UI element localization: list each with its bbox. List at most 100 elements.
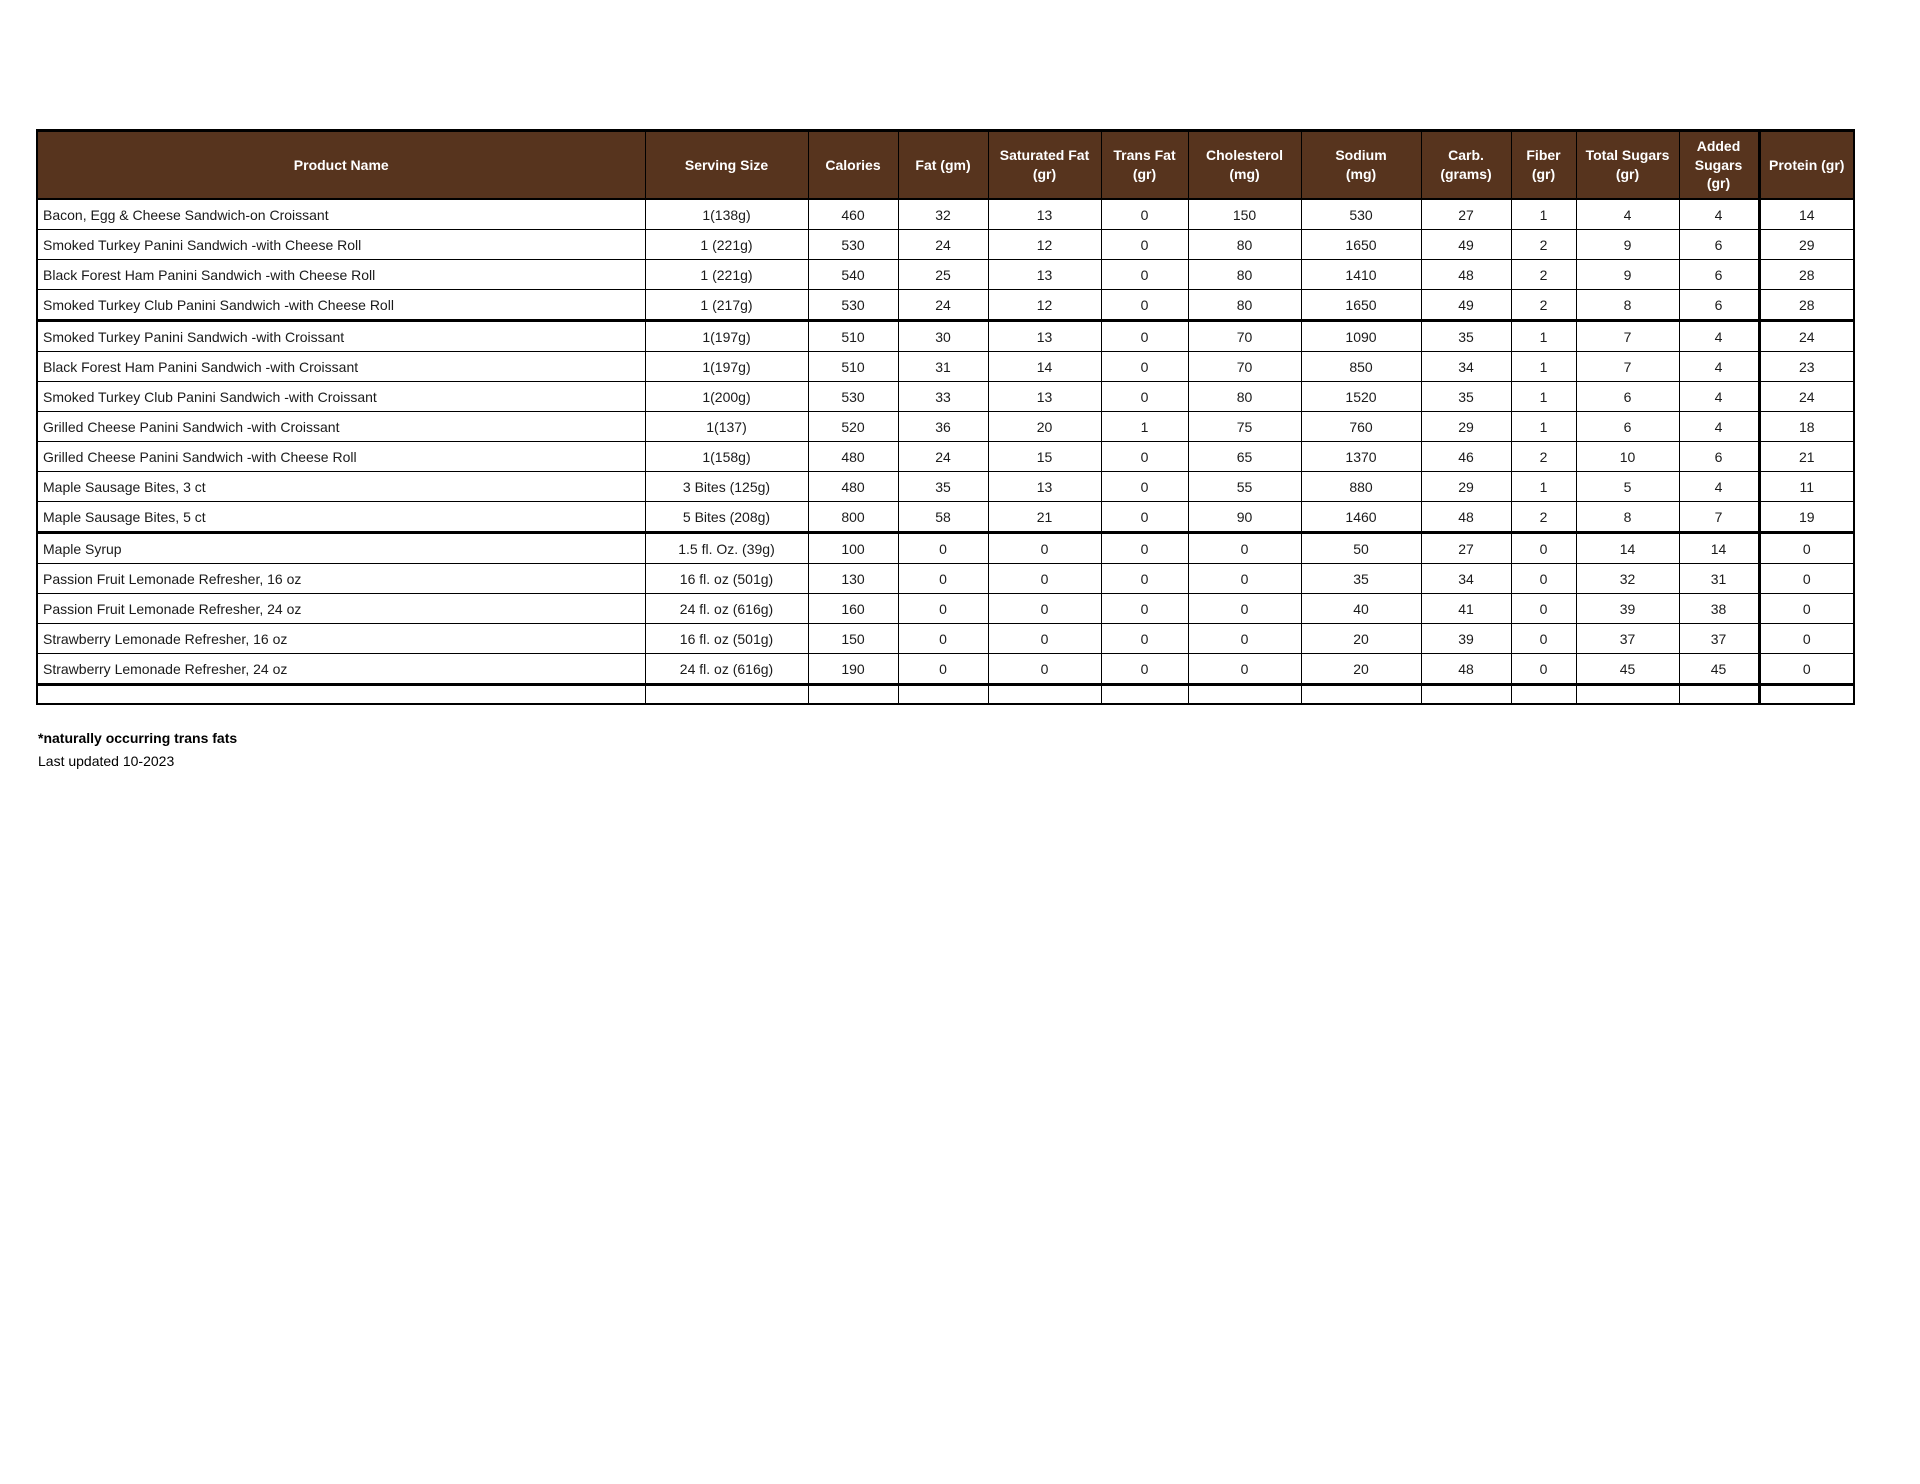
- value-cell: 530: [807, 289, 899, 322]
- value-cell: 4: [1575, 198, 1680, 230]
- value-cell: 28: [1757, 259, 1855, 290]
- value-cell: 34: [1420, 563, 1512, 594]
- value-cell: [1100, 684, 1189, 705]
- table-row: Maple Sausage Bites, 3 ct 3 Bites (125g) 4…: [36, 471, 1855, 502]
- value-cell: 7: [1575, 320, 1680, 352]
- value-cell: 32: [1575, 563, 1680, 594]
- value-cell: 0: [1100, 259, 1189, 290]
- trans-fat-note: *naturally occurring trans fats: [38, 730, 238, 746]
- table-body: Bacon, Egg & Cheese Sandwich-on Croissan…: [36, 198, 1855, 705]
- value-cell: 16 fl. oz (501g): [644, 623, 809, 654]
- value-cell: 48: [1420, 501, 1512, 534]
- value-cell: 1 (221g): [644, 229, 809, 260]
- product-name-cell: Black Forest Ham Panini Sandwich -with C…: [36, 259, 646, 290]
- value-cell: [807, 684, 899, 705]
- value-cell: 20: [1300, 623, 1422, 654]
- value-cell: [1510, 684, 1577, 705]
- value-cell: 1.5 fl. Oz. (39g): [644, 532, 809, 564]
- table-row: Maple Syrup 1.5 fl. Oz. (39g) 100 0 0 0 0 50 27 0…: [36, 532, 1855, 564]
- value-cell: 45: [1575, 653, 1680, 686]
- value-cell: 36: [897, 411, 989, 442]
- value-cell: 9: [1575, 259, 1680, 290]
- value-cell: 0: [1100, 289, 1189, 322]
- value-cell: 80: [1187, 259, 1302, 290]
- value-cell: 0: [1187, 593, 1302, 624]
- value-cell: 20: [1300, 653, 1422, 686]
- value-cell: 1650: [1300, 229, 1422, 260]
- value-cell: 21: [987, 501, 1102, 534]
- table-row: Strawberry Lemonade Refresher, 24 oz 24 f…: [36, 653, 1855, 686]
- value-cell: 30: [897, 320, 989, 352]
- product-name-cell: Maple Sausage Bites, 3 ct: [36, 471, 646, 502]
- product-name-cell: Passion Fruit Lemonade Refresher, 24 oz: [36, 593, 646, 624]
- value-cell: 38: [1678, 593, 1760, 624]
- header-row: Product Name Serving Size Calories Fat (gm)…: [36, 130, 1855, 200]
- value-cell: 55: [1187, 471, 1302, 502]
- value-cell: 15: [987, 441, 1102, 472]
- value-cell: 0: [1757, 653, 1855, 686]
- column-header: Saturated Fat (gr): [987, 130, 1102, 200]
- value-cell: 1370: [1300, 441, 1422, 472]
- value-cell: 80: [1187, 381, 1302, 412]
- value-cell: 150: [1187, 198, 1302, 230]
- column-header: Trans Fat (gr): [1100, 130, 1189, 200]
- product-name-cell: [36, 684, 646, 705]
- value-cell: 14: [1757, 198, 1855, 230]
- value-cell: 6: [1575, 381, 1680, 412]
- value-cell: 1(197g): [644, 320, 809, 352]
- value-cell: 8: [1575, 289, 1680, 322]
- value-cell: 24: [1757, 320, 1855, 352]
- value-cell: [897, 684, 989, 705]
- column-header: Fat (gm): [897, 130, 989, 200]
- value-cell: 0: [987, 563, 1102, 594]
- value-cell: 13: [987, 198, 1102, 230]
- value-cell: 24: [897, 229, 989, 260]
- value-cell: 0: [987, 623, 1102, 654]
- value-cell: 90: [1187, 501, 1302, 534]
- value-cell: 0: [1510, 532, 1577, 564]
- value-cell: 880: [1300, 471, 1422, 502]
- value-cell: 530: [807, 229, 899, 260]
- value-cell: 14: [987, 351, 1102, 382]
- product-name-cell: Bacon, Egg & Cheese Sandwich-on Croissan…: [36, 198, 646, 230]
- value-cell: 11: [1757, 471, 1855, 502]
- value-cell: 520: [807, 411, 899, 442]
- value-cell: 1460: [1300, 501, 1422, 534]
- value-cell: 1: [1510, 351, 1577, 382]
- value-cell: 1(137): [644, 411, 809, 442]
- value-cell: 460: [807, 198, 899, 230]
- column-header: Serving Size: [644, 130, 809, 200]
- value-cell: 29: [1757, 229, 1855, 260]
- value-cell: 0: [1510, 623, 1577, 654]
- value-cell: 80: [1187, 229, 1302, 260]
- value-cell: 0: [1100, 532, 1189, 564]
- value-cell: 28: [1757, 289, 1855, 322]
- value-cell: 13: [987, 320, 1102, 352]
- value-cell: 24: [897, 289, 989, 322]
- value-cell: 4: [1678, 411, 1760, 442]
- footer: *naturally occurring trans fats Last upd…: [38, 730, 237, 769]
- value-cell: 4: [1678, 381, 1760, 412]
- value-cell: 24 fl. oz (616g): [644, 653, 809, 686]
- value-cell: [644, 684, 809, 705]
- value-cell: 13: [987, 381, 1102, 412]
- value-cell: 46: [1420, 441, 1512, 472]
- value-cell: 4: [1678, 351, 1760, 382]
- value-cell: 14: [1575, 532, 1680, 564]
- value-cell: 1090: [1300, 320, 1422, 352]
- value-cell: 0: [1757, 623, 1855, 654]
- value-cell: 0: [1100, 653, 1189, 686]
- value-cell: 6: [1678, 259, 1760, 290]
- value-cell: 5: [1575, 471, 1680, 502]
- value-cell: 0: [1100, 593, 1189, 624]
- value-cell: 1 (221g): [644, 259, 809, 290]
- value-cell: 1650: [1300, 289, 1422, 322]
- value-cell: 6: [1575, 411, 1680, 442]
- value-cell: 1: [1510, 411, 1577, 442]
- value-cell: 21: [1757, 441, 1855, 472]
- value-cell: 0: [1757, 532, 1855, 564]
- value-cell: 70: [1187, 320, 1302, 352]
- value-cell: 6: [1678, 229, 1760, 260]
- value-cell: 530: [1300, 198, 1422, 230]
